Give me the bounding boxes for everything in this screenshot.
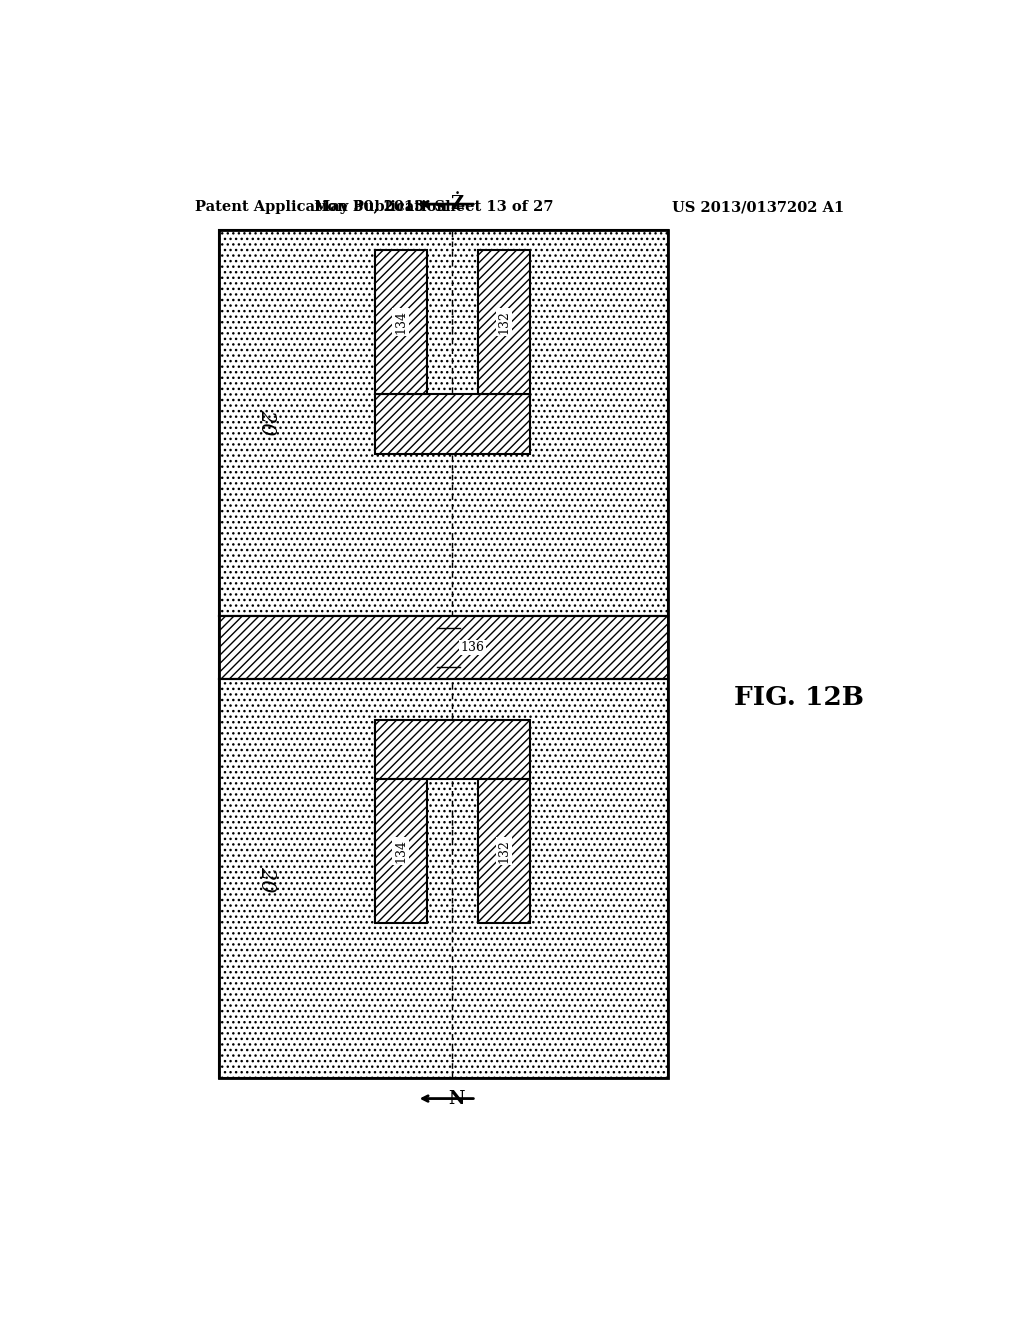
Text: 20: 20 <box>257 409 276 436</box>
Bar <box>375 779 427 924</box>
Text: US 2013/0137202 A1: US 2013/0137202 A1 <box>672 201 844 214</box>
Text: N: N <box>449 1089 465 1107</box>
Bar <box>219 230 668 1078</box>
Bar <box>375 719 529 779</box>
Bar <box>478 779 529 924</box>
Text: 134: 134 <box>394 840 408 863</box>
Bar <box>219 680 668 1078</box>
Text: 136: 136 <box>461 642 484 653</box>
Text: 132: 132 <box>498 310 511 334</box>
Text: 20: 20 <box>257 866 276 892</box>
Bar <box>219 230 668 615</box>
Bar <box>478 249 529 395</box>
Text: May 30, 2013  Sheet 13 of 27: May 30, 2013 Sheet 13 of 27 <box>313 201 553 214</box>
Text: Ż: Ż <box>450 195 463 213</box>
Bar <box>375 395 529 454</box>
Text: 134: 134 <box>394 310 408 334</box>
Text: FIG. 12B: FIG. 12B <box>733 685 863 710</box>
Bar <box>375 249 427 395</box>
Bar <box>219 615 668 680</box>
Text: 132: 132 <box>498 840 511 863</box>
Text: Patent Application Publication: Patent Application Publication <box>196 201 447 214</box>
